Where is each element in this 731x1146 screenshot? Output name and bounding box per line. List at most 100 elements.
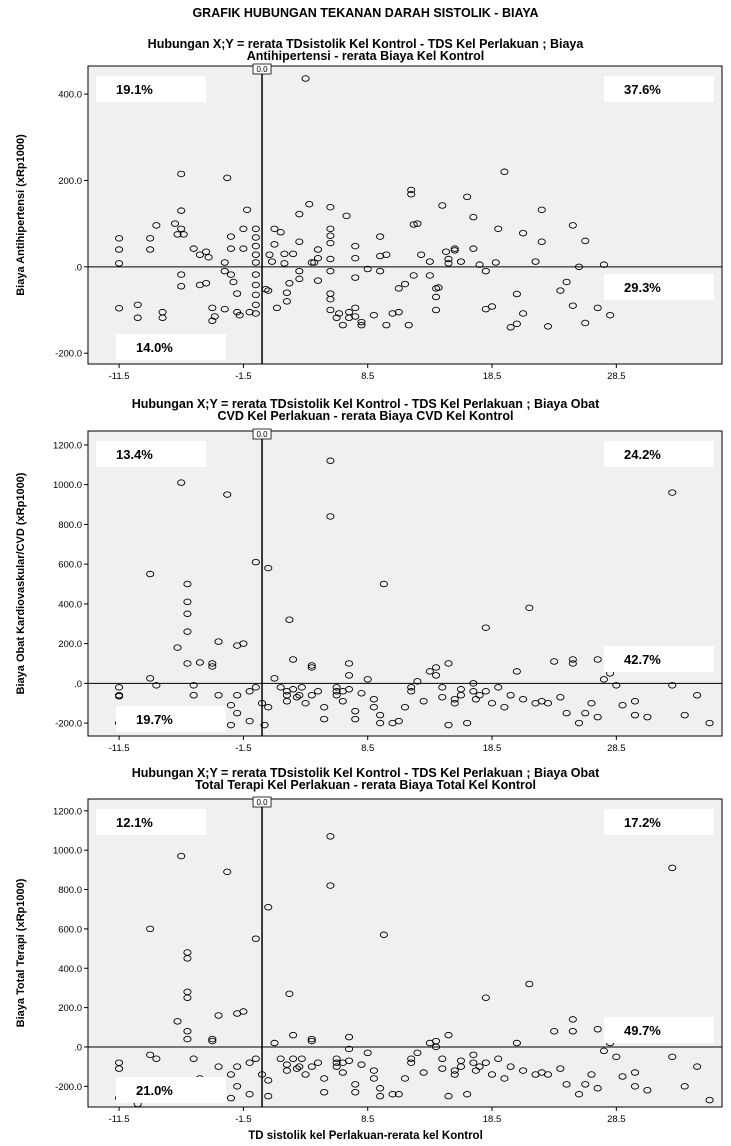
chart-2-point [456,692,465,699]
chart-3-x-tick-label: -11.5 [109,1114,130,1125]
chart-1-quadrant-label-bottom-left: 14.0% [136,340,173,355]
chart-1-point [531,258,540,265]
chart-3-point [257,1071,267,1078]
chart-3-quadrant-box-bottom-left [116,1077,226,1103]
chart-1-point [158,314,167,322]
chart-3-point [245,1090,254,1098]
chart-1: 0.0 -11.5 -1.5 8.5 18.5 28.5 400.0 200.0 .0 -200.… [15,63,723,382]
chart-3-point [345,1045,354,1053]
chart-2-point [320,715,329,723]
chart-3-point [251,1055,260,1063]
chart-2-point [680,711,689,719]
chart-1-point [363,265,372,273]
page-title: GRAFIK HUBUNGAN TEKANAN DARAH SISTOLIK -… [192,6,539,20]
chart-3-point [376,1092,385,1100]
chart-3-quadrant-label-top-right: 17.2% [624,815,661,830]
chart-3-point [519,1067,528,1074]
chart-3-point [487,1071,497,1078]
chart-1-point [239,225,248,233]
chart-1-point [351,254,360,262]
chart-3-plot-area [87,798,723,1108]
chart-2-point [463,719,472,727]
chart-2-point [407,688,416,695]
chart-3-point [326,882,335,889]
chart-1-point [404,321,413,329]
chart-3-point [177,852,186,860]
chart-3-point [512,1039,521,1047]
chart-2-point [326,513,335,520]
chart-3-point [705,1096,714,1104]
chart-1-point [512,320,521,328]
chart-3-point [332,1063,341,1070]
chart-3-quadrant-label-bottom-right: 49.7% [624,1023,661,1038]
chart-3-point [444,1092,453,1100]
chart-1-point [326,203,335,211]
chart-1-quadrant-box-bottom-right [604,274,714,300]
chart-2-point [425,668,434,675]
chart-1-point [335,310,344,317]
chart-2-point [599,676,608,683]
chart-3-point [233,1063,242,1070]
chart-3-point [292,1065,301,1072]
chart-1-point [115,235,124,242]
chart-2-point [351,715,360,723]
chart-1-point [432,293,441,301]
chart-2-point [313,688,323,695]
chart-1-point [413,220,422,227]
chart-2-y-tick-label: .0 [74,679,82,690]
chart-1-point [456,258,465,265]
chart-3-title: Hubungan X;Y = rerata TDsistolik Kel Kon… [0,767,731,792]
chart-2-point [500,703,509,711]
chart-1-point [133,314,142,322]
chart-3-point [574,1090,584,1098]
chart-2-x-tick-label: 18.5 [483,743,502,754]
chart-1-x-tick-label: -11.5 [109,371,130,382]
chart-1-point [382,251,391,258]
chart-2-y-tick-label: 1000.0 [53,480,82,491]
chart-2-point [301,699,310,707]
chart-2-point [307,662,316,669]
chart-2-point [357,690,366,697]
chart-3-point [432,1037,441,1045]
chart-1-quadrant-label-bottom-right: 29.3% [624,280,661,295]
chart-2-point [612,682,621,689]
chart-1-point [272,304,282,312]
chart-1-point [313,246,323,253]
chart-3-point [438,1055,447,1063]
chart-2-x-tick-label: 8.5 [361,743,374,754]
chart-3-y-tick-label: 400.0 [58,964,82,975]
chart-1-point [226,271,236,278]
chart-2-point [292,694,301,701]
chart-3-point [469,1051,478,1059]
chart-2-point [115,693,124,700]
chart-3-point [450,1071,459,1078]
chart-2-quadrant-label-bottom-right: 42.7% [624,652,661,667]
chart-1-point [425,258,434,265]
chart-1-point [313,254,323,262]
chart-3-point [297,1055,306,1063]
chart-1-point [270,225,279,233]
chart-3-point [450,1067,459,1074]
chart-2-point [285,616,294,624]
chart-1-point [450,245,459,252]
chart-2-point [469,688,478,695]
chart-2-y-tick-label: 1200.0 [53,440,82,451]
chart-2-x-tick-label: -11.5 [109,743,130,754]
chart-3-point [456,1063,465,1070]
chart-1-point [233,290,242,297]
chart-2-point [226,721,236,729]
chart-1-x-tick-label: 18.5 [483,371,502,382]
chart-3-point [618,1073,627,1080]
chart-2-plot-area [87,430,723,737]
chart-3-point [568,1016,577,1023]
chart-2-x-tick-label: 28.5 [607,743,626,754]
chart-2-point [233,709,242,717]
chart-2-point [351,707,360,715]
chart-1-point [251,271,260,278]
chart-1-point [115,246,124,253]
chart-2-point [574,719,584,727]
chart-2-point [568,656,577,663]
chart-2-point [297,684,306,691]
chart-1-point [500,168,509,176]
chart-3-point [363,1049,372,1057]
